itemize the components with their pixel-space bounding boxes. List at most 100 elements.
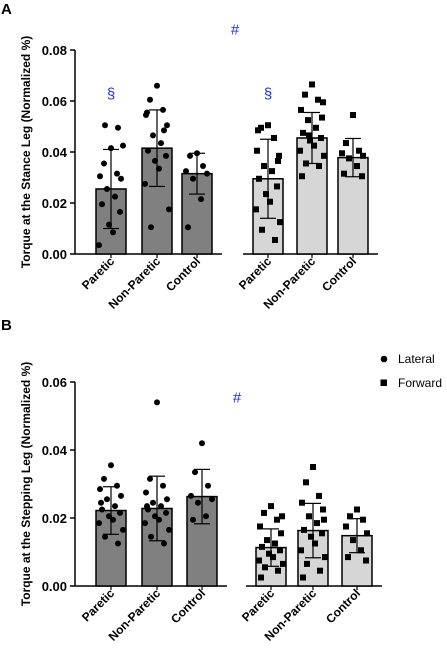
data-point-b-3	[259, 543, 265, 550]
data-point-a-0	[101, 160, 107, 167]
data-point-a-4	[300, 129, 306, 136]
data-point-a-0	[114, 170, 120, 177]
annotation-a-0: §	[107, 85, 115, 102]
data-point-a-1	[164, 122, 170, 129]
chart-panel-b: 0.00 0.02 0.04 0.06 Torque at the Stepping L…	[19, 362, 382, 644]
data-point-a-0	[106, 221, 112, 228]
data-point-b-0	[110, 516, 116, 523]
data-point-a-4	[298, 106, 304, 113]
data-point-a-2	[183, 168, 189, 175]
data-point-a-3	[269, 168, 275, 175]
data-point-a-0	[104, 185, 110, 192]
data-point-b-4	[316, 492, 322, 499]
data-point-a-5	[354, 163, 360, 170]
data-point-b-4	[298, 547, 304, 554]
data-point-a-4	[318, 134, 324, 141]
data-point-a-3	[265, 122, 271, 129]
data-point-b-1	[154, 399, 160, 406]
data-point-a-0	[97, 173, 103, 180]
data-point-b-1	[148, 533, 154, 540]
y-tick-label-a: 0.00	[42, 247, 67, 262]
data-point-a-4	[321, 152, 327, 159]
data-point-b-4	[301, 526, 307, 533]
data-point-a-3	[275, 157, 281, 164]
data-point-a-5	[341, 170, 347, 177]
data-point-a-4	[309, 81, 315, 88]
data-point-b-1	[152, 513, 158, 520]
data-point-b-0	[112, 503, 118, 510]
data-point-b-3	[258, 574, 264, 581]
data-point-a-4	[319, 114, 325, 121]
data-point-a-1	[154, 82, 160, 89]
data-point-b-3	[275, 567, 281, 574]
data-point-a-4	[307, 137, 313, 144]
data-point-b-3	[278, 530, 284, 537]
annotation-a-2: #	[231, 22, 240, 39]
data-point-a-5	[346, 155, 352, 162]
data-point-a-4	[315, 96, 321, 103]
data-point-a-5	[356, 147, 362, 154]
data-point-a-2	[190, 175, 196, 182]
data-point-b-5	[360, 516, 366, 523]
y-tick-label-a: 0.04	[42, 145, 68, 160]
y-tick-label-b: 0.00	[42, 579, 67, 594]
data-point-b-3	[262, 564, 268, 571]
data-point-a-2	[185, 224, 191, 231]
data-point-b-3	[261, 509, 267, 516]
annotation-a-1: §	[264, 85, 272, 102]
data-point-b-3	[266, 550, 272, 557]
data-point-b-3	[280, 560, 286, 567]
data-point-a-5	[359, 173, 365, 180]
data-point-a-2	[187, 152, 193, 159]
data-point-b-3	[270, 554, 276, 561]
data-point-b-0	[115, 540, 121, 547]
data-point-a-4	[311, 142, 317, 149]
data-point-b-4	[314, 520, 320, 527]
data-point-b-4	[310, 464, 316, 470]
data-point-b-0	[98, 499, 104, 506]
data-point-a-4	[305, 117, 311, 124]
data-point-b-4	[299, 499, 305, 506]
data-point-b-3	[256, 557, 262, 564]
data-point-a-0	[96, 242, 102, 249]
data-point-b-4	[322, 554, 328, 561]
y-axis-title-a: Torque at the Stance Leg (Normalized %)	[19, 36, 33, 268]
data-point-b-2	[192, 469, 198, 476]
legend: Lateral Forward	[380, 352, 442, 390]
data-point-a-4	[297, 147, 303, 154]
data-point-b-0	[108, 462, 114, 469]
legend-label-lateral: Lateral	[398, 352, 435, 366]
data-point-b-0	[114, 482, 120, 489]
x-tick-label-a-3: Paretic	[236, 254, 274, 292]
data-point-a-1	[147, 96, 153, 103]
data-point-a-4	[313, 124, 319, 131]
data-point-a-3	[277, 219, 283, 226]
data-point-a-3	[267, 198, 273, 205]
data-point-a-1	[148, 224, 154, 231]
data-point-b-1	[150, 499, 156, 506]
data-point-a-0	[118, 175, 124, 182]
legend-marker-lateral	[380, 355, 388, 363]
data-point-b-2	[205, 482, 211, 489]
data-point-a-1	[150, 132, 156, 139]
data-point-a-1	[142, 180, 148, 187]
data-point-a-3	[276, 152, 282, 159]
y-tick-label-a: 0.06	[42, 94, 67, 109]
data-point-b-1	[156, 516, 162, 523]
y-tick-label-a: 0.02	[42, 196, 67, 211]
data-point-a-1	[156, 165, 162, 172]
data-point-a-5	[339, 150, 345, 157]
y-tick-label-b: 0.06	[42, 375, 67, 390]
data-point-b-2	[203, 513, 209, 520]
data-point-a-4	[299, 173, 305, 180]
data-point-b-0	[99, 506, 105, 513]
data-point-b-4	[317, 567, 323, 574]
data-point-a-3	[253, 206, 259, 213]
data-point-a-1	[158, 140, 164, 147]
data-point-a-0	[120, 142, 126, 149]
y-tick-label-a: 0.08	[42, 43, 67, 58]
data-point-a-0	[115, 124, 121, 131]
data-point-a-5	[360, 152, 366, 159]
data-point-b-5	[345, 554, 351, 561]
data-point-b-5	[343, 523, 349, 530]
